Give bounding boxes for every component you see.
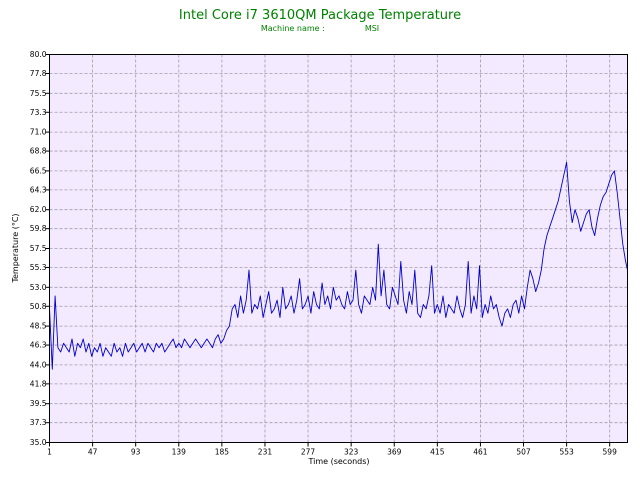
y-tick-label: 73.3	[30, 108, 47, 117]
y-tick-label: 37.3	[30, 418, 47, 427]
x-tick-label: 93	[131, 448, 141, 457]
y-tick-label: 71.0	[30, 128, 47, 137]
x-tick-label: 323	[344, 448, 359, 457]
y-axis-label: Temperature (°C)	[11, 213, 20, 283]
x-tick-label: 185	[215, 448, 230, 457]
y-tick-label: 62.0	[30, 205, 47, 214]
x-tick-label: 369	[387, 448, 402, 457]
x-tick-label: 277	[301, 448, 316, 457]
y-tick-label: 41.8	[30, 379, 47, 388]
x-tick-label: 599	[603, 448, 618, 457]
y-axis-ticks: 35.0 37.3 39.5 41.8 44.0 46.3 48.5 50.8 53.0 55.3…	[30, 50, 50, 447]
y-tick-label: 66.5	[30, 166, 47, 175]
x-axis-label: Time (seconds)	[307, 457, 369, 466]
chart-subtitle: Machine name : MSI	[0, 24, 640, 33]
y-tick-label: 75.5	[30, 89, 47, 98]
grid-lines	[49, 54, 628, 443]
y-tick-label: 57.5	[30, 244, 47, 253]
x-tick-label: 415	[430, 448, 445, 457]
y-tick-label: 44.0	[30, 360, 47, 369]
x-tick-label: 139	[172, 448, 187, 457]
y-tick-label: 59.8	[30, 224, 47, 233]
y-tick-label: 39.5	[30, 399, 47, 408]
machine-name-label: Machine name :	[260, 24, 325, 33]
y-tick-label: 48.5	[30, 322, 47, 331]
x-tick-label: 553	[559, 448, 574, 457]
x-tick-label: 507	[516, 448, 531, 457]
y-tick-label: 68.8	[30, 147, 47, 156]
y-tick-label: 46.3	[30, 341, 47, 350]
y-tick-label: 50.8	[30, 302, 47, 311]
x-tick-label: 231	[258, 448, 273, 457]
x-tick-label: 47	[88, 448, 98, 457]
x-axis-ticks: 1 47 93 139 185 231 277 323 369 415 461 507 553 599	[47, 442, 618, 457]
y-tick-label: 64.3	[30, 185, 47, 194]
x-tick-label: 1	[47, 448, 52, 457]
temperature-series-line	[49, 161, 628, 370]
x-tick-label: 461	[473, 448, 488, 457]
y-tick-label: 80.0	[30, 50, 47, 59]
y-tick-label: 55.3	[30, 263, 47, 272]
chart-title: Intel Core i7 3610QM Package Temperature	[178, 8, 462, 23]
y-tick-label: 35.0	[30, 438, 47, 447]
machine-name-value: MSI	[364, 24, 380, 33]
y-tick-label: 77.8	[30, 69, 47, 78]
y-tick-label: 53.0	[30, 283, 47, 292]
